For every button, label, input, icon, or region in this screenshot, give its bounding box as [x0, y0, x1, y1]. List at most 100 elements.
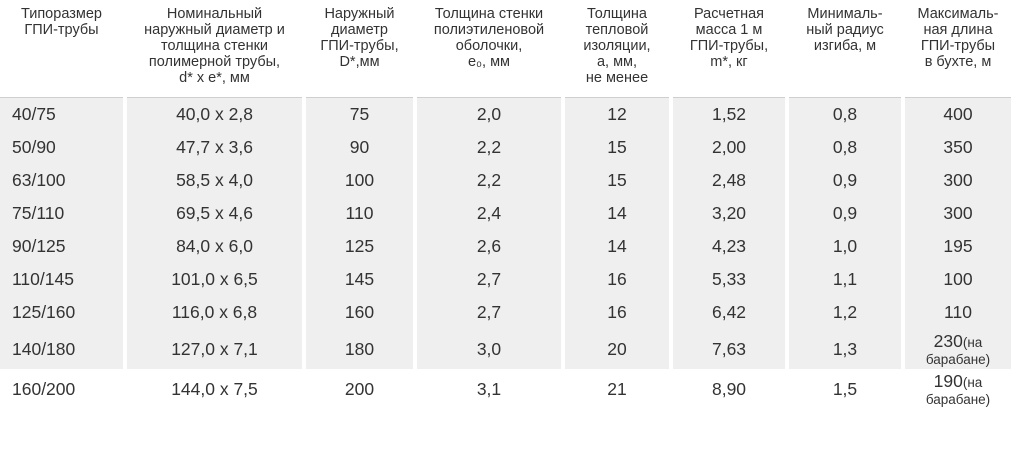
header-line: m*, кг — [710, 54, 748, 70]
table-row: 75/110 69,5 x 4,6 110 2,4 14 3,20 0,9 30… — [0, 197, 1011, 230]
header-line: Расчетная — [693, 6, 765, 22]
cell-shell-thickness: 3,0 — [417, 329, 561, 369]
cell-dxe: 58,5 x 4,0 — [127, 164, 302, 197]
length-value: 190 — [933, 371, 963, 391]
cell-shell-thickness: 2,6 — [417, 230, 561, 263]
cell-radius: 0,9 — [789, 197, 901, 230]
header-line: ная длина — [923, 22, 993, 38]
cell-insulation: 15 — [565, 164, 669, 197]
cell-shell-thickness: 2,7 — [417, 296, 561, 329]
header-line: полиэтиленовой — [433, 22, 545, 38]
cell-dxe: 101,0 x 6,5 — [127, 263, 302, 296]
cell-insulation: 20 — [565, 329, 669, 369]
cell-length: 110 — [905, 296, 1011, 329]
header-line: не менее — [585, 70, 649, 86]
header-line: изоляции, — [583, 38, 651, 54]
cell-outer-diameter: 75 — [306, 98, 413, 131]
cell-length: 300 — [905, 164, 1011, 197]
header-line: d* x e*, мм — [179, 70, 250, 86]
header-size: Типоразмер ГПИ-трубы — [0, 0, 123, 98]
header-line: ГПИ-трубы, — [320, 38, 399, 54]
cell-dxe: 127,0 x 7,1 — [127, 329, 302, 369]
cell-mass: 5,33 — [673, 263, 785, 296]
header-line: Наружный — [324, 6, 395, 22]
cell-dxe: 40,0 x 2,8 — [127, 98, 302, 131]
header-bend-radius: Минималь-ный радиус изгиба, м — [789, 0, 901, 98]
table-row: 110/145 101,0 x 6,5 145 2,7 16 5,33 1,1 … — [0, 263, 1011, 296]
cell-outer-diameter: 145 — [306, 263, 413, 296]
cell-outer-diameter: 90 — [306, 131, 413, 164]
table-row: 125/160 116,0 x 6,8 160 2,7 16 6,42 1,2 … — [0, 296, 1011, 329]
cell-insulation: 12 — [565, 98, 669, 131]
cell-mass: 4,23 — [673, 230, 785, 263]
cell-shell-thickness: 2,4 — [417, 197, 561, 230]
cell-size: 125/160 — [0, 296, 123, 329]
cell-length: 190(на барабане) — [905, 369, 1011, 409]
cell-insulation: 14 — [565, 197, 669, 230]
header-line: оболочки, — [455, 38, 523, 54]
cell-shell-thickness: 2,7 — [417, 263, 561, 296]
cell-radius: 0,9 — [789, 164, 901, 197]
length-note-open: (на — [962, 375, 983, 390]
table-row: 90/125 84,0 x 6,0 125 2,6 14 4,23 1,0 19… — [0, 230, 1011, 263]
header-outer-diameter: Наружный диаметр ГПИ-трубы, D*,мм — [306, 0, 413, 98]
header-line: Толщина стенки — [434, 6, 544, 22]
table-row: 140/180 127,0 x 7,1 180 3,0 20 7,63 1,3 … — [0, 329, 1011, 369]
cell-radius: 1,2 — [789, 296, 901, 329]
cell-length: 195 — [905, 230, 1011, 263]
cell-size: 110/145 — [0, 263, 123, 296]
length-note-drum: барабане) — [925, 352, 991, 367]
cell-mass: 2,48 — [673, 164, 785, 197]
table-row: 40/75 40,0 x 2,8 75 2,0 12 1,52 0,8 400 — [0, 98, 1011, 131]
cell-length: 350 — [905, 131, 1011, 164]
table-row: 50/90 47,7 x 3,6 90 2,2 15 2,00 0,8 350 — [0, 131, 1011, 164]
header-line: Минималь- — [807, 6, 883, 22]
table-row: 160/200 144,0 x 7,5 200 3,1 21 8,90 1,5 … — [0, 369, 1011, 409]
cell-size: 40/75 — [0, 98, 123, 131]
header-line: Максималь- — [917, 6, 999, 22]
cell-insulation: 14 — [565, 230, 669, 263]
header-line: ГПИ-трубы — [920, 38, 996, 54]
cell-radius: 1,1 — [789, 263, 901, 296]
cell-dxe: 116,0 x 6,8 — [127, 296, 302, 329]
cell-shell-thickness: 3,1 — [476, 378, 502, 399]
cell-outer-diameter: 160 — [306, 296, 413, 329]
cell-outer-diameter: 200 — [344, 378, 375, 399]
cell-mass: 8,90 — [711, 378, 747, 399]
cell-outer-diameter: 110 — [306, 197, 413, 230]
header-line: ГПИ-трубы, — [689, 38, 769, 54]
header-max-length: Максималь-ная длина ГПИ-трубы в бухте, м — [905, 0, 1011, 98]
cell-dxe: 47,7 x 3,6 — [127, 131, 302, 164]
cell-size: 50/90 — [0, 131, 123, 164]
header-line: D*,мм — [339, 54, 380, 70]
cell-dxe: 144,0 x 7,5 — [171, 378, 258, 399]
cell-insulation: 15 — [565, 131, 669, 164]
cell-radius: 1,0 — [789, 230, 901, 263]
cell-outer-diameter: 125 — [306, 230, 413, 263]
header-line: изгиба, м — [813, 38, 877, 54]
cell-dxe: 84,0 x 6,0 — [127, 230, 302, 263]
cell-radius: 0,8 — [789, 131, 901, 164]
cell-mass: 3,20 — [673, 197, 785, 230]
header-line: тепловой — [585, 22, 649, 38]
length-value: 230 — [933, 331, 963, 351]
header-line: Типоразмер — [21, 6, 102, 22]
cell-insulation: 16 — [565, 263, 669, 296]
cell-size: 75/110 — [0, 197, 123, 230]
cell-size: 140/180 — [0, 329, 123, 369]
length-note-drum: барабане) — [925, 392, 991, 407]
cell-radius: 1,3 — [789, 329, 901, 369]
cell-length: 400 — [905, 98, 1011, 131]
header-row: Типоразмер ГПИ-трубы Номинальный наружный … — [0, 0, 1011, 98]
cell-length: 100 — [905, 263, 1011, 296]
cell-size: 160/200 — [12, 378, 76, 399]
header-line: e₀, мм — [467, 54, 511, 70]
header-line: Толщина — [586, 6, 648, 22]
header-line: в бухте, м — [924, 54, 992, 70]
cell-insulation: 21 — [607, 378, 627, 399]
cell-size: 90/125 — [0, 230, 123, 263]
header-diameter-thickness: Номинальный наружный диаметр и толщина сте… — [127, 0, 302, 98]
length-note-open: (на — [962, 335, 983, 350]
cell-mass: 1,52 — [673, 98, 785, 131]
cell-mass: 7,63 — [673, 329, 785, 369]
